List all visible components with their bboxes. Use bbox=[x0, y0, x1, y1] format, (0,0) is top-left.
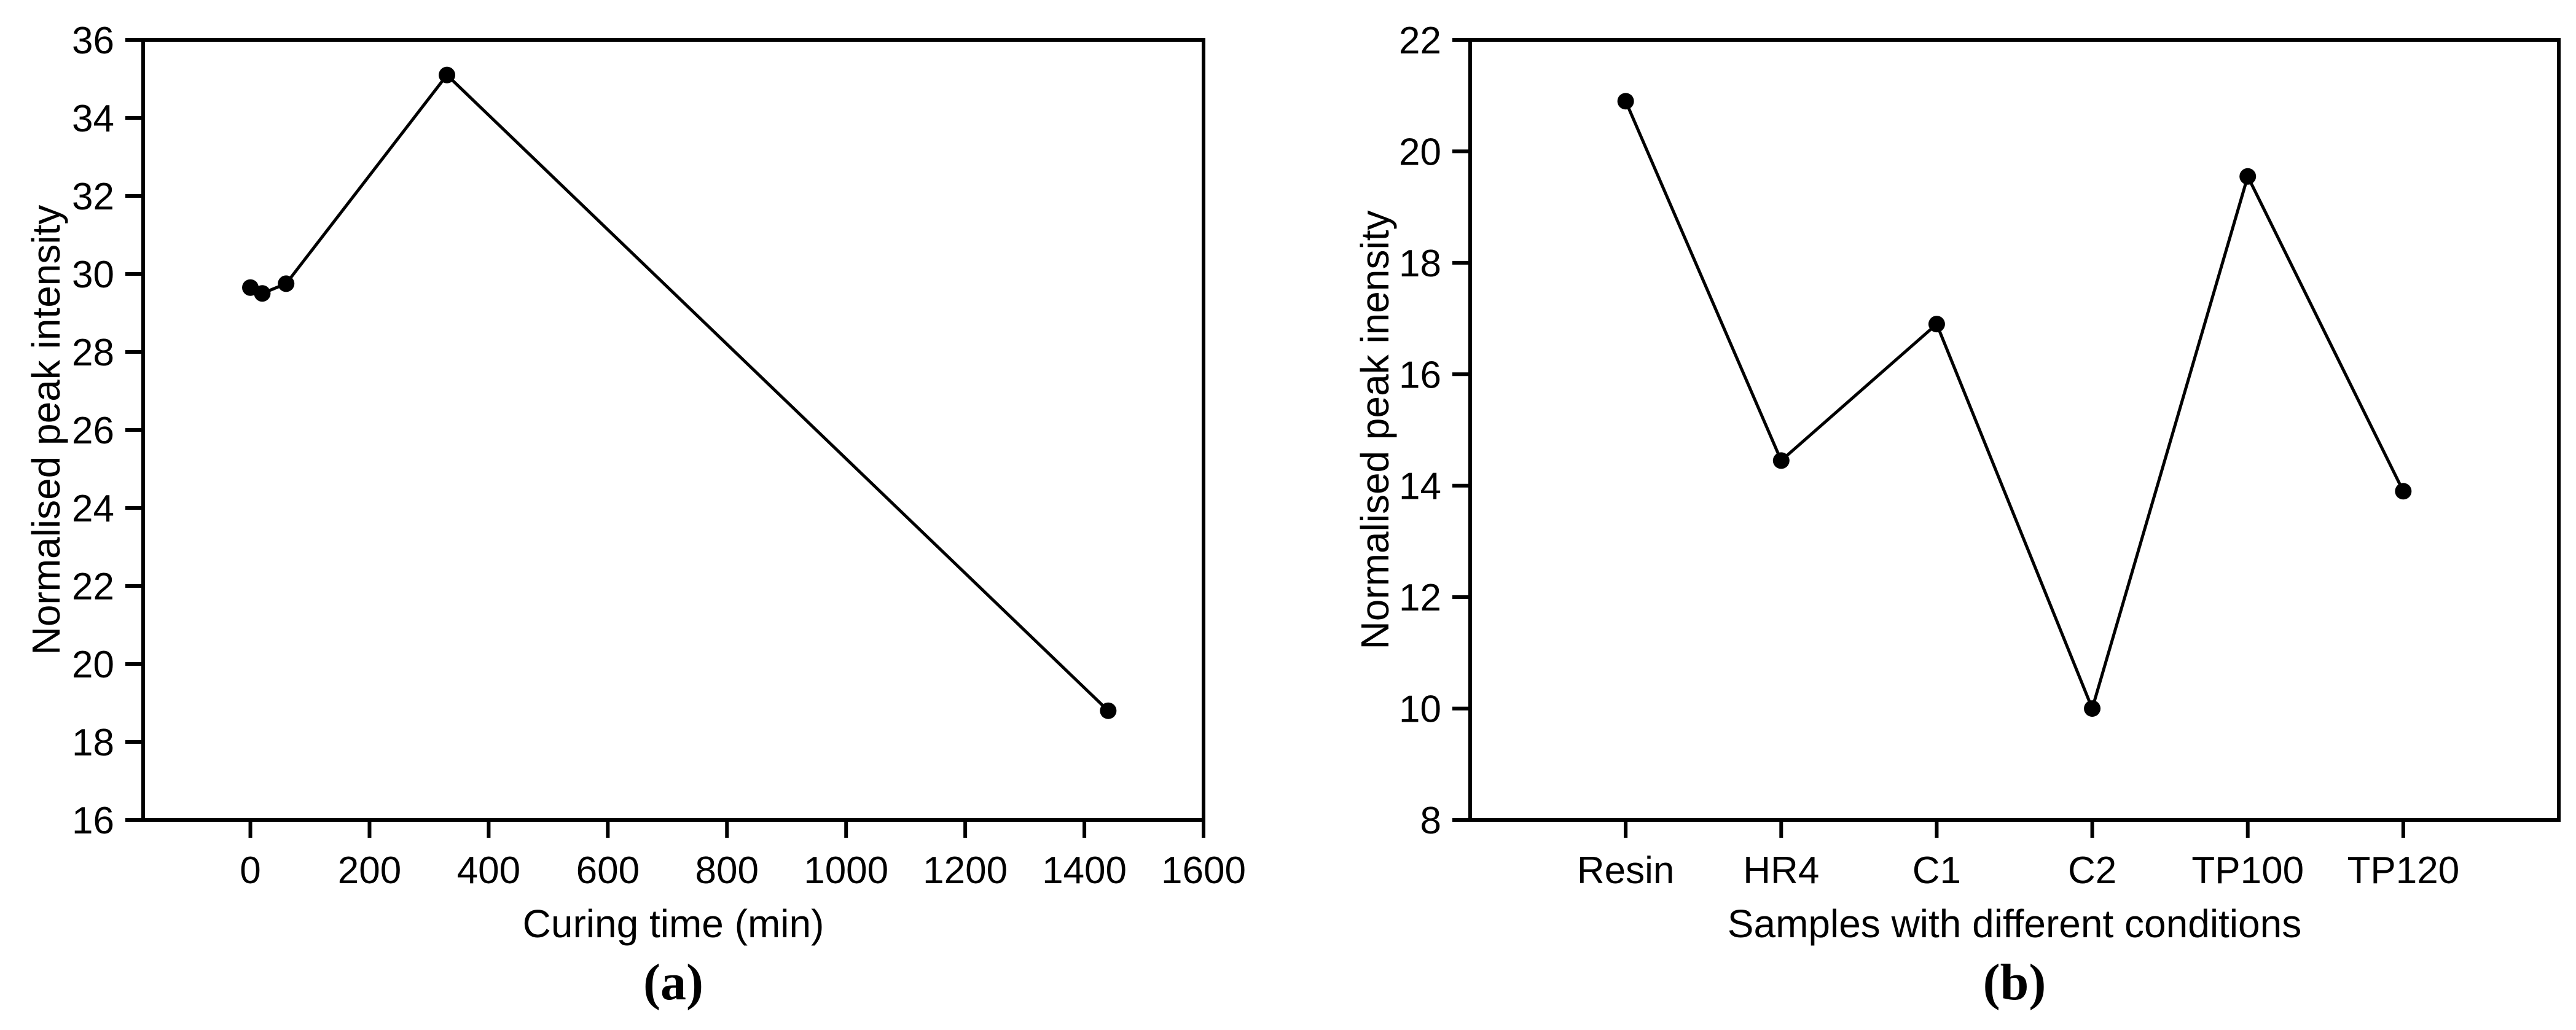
x-tick-label-a: 800 bbox=[695, 849, 759, 892]
panel-caption-b: (b) bbox=[1983, 954, 2046, 1011]
y-tick-label-a: 24 bbox=[72, 488, 114, 530]
x-tick-label-b: C1 bbox=[1912, 849, 1961, 892]
x-axis-label-b: Samples with different conditions bbox=[1727, 902, 2302, 946]
data-point-a bbox=[439, 66, 456, 84]
x-tick-label-a: 1600 bbox=[1161, 849, 1246, 892]
data-line-b bbox=[1624, 100, 2405, 714]
plot-frame-a bbox=[141, 38, 1205, 822]
y-tick-label-b: 10 bbox=[1399, 689, 1441, 731]
panel-caption-a: (a) bbox=[643, 954, 703, 1011]
y-tick-label-b: 8 bbox=[1420, 800, 1441, 842]
y-tick-label-a: 22 bbox=[72, 566, 114, 608]
y-tick-label-a: 18 bbox=[72, 722, 114, 764]
data-point-b bbox=[1928, 316, 1945, 333]
y-tick-label-b: 16 bbox=[1399, 354, 1441, 396]
data-point-b bbox=[2084, 700, 2101, 717]
y-tick-label-b: 18 bbox=[1399, 243, 1441, 285]
data-point-a bbox=[278, 275, 295, 292]
y-axis-label-a: Normalised peak intensity bbox=[24, 205, 68, 655]
data-point-b bbox=[2239, 168, 2257, 185]
y-tick-label-a: 34 bbox=[72, 98, 114, 140]
data-point-a bbox=[1100, 702, 1117, 719]
x-tick-label-a: 0 bbox=[240, 849, 260, 892]
x-tick-label-b: C2 bbox=[2068, 849, 2116, 892]
x-tick-label-a: 1000 bbox=[804, 849, 888, 892]
y-tick-label-a: 30 bbox=[72, 254, 114, 296]
y-tick-label-a: 36 bbox=[72, 20, 114, 62]
y-tick-label-b: 14 bbox=[1399, 466, 1441, 508]
data-point-a bbox=[254, 285, 271, 302]
y-tick-label-b: 20 bbox=[1399, 131, 1441, 173]
data-point-b bbox=[1617, 93, 1634, 110]
x-tick-label-a: 600 bbox=[576, 849, 640, 892]
x-tick-label-a: 1200 bbox=[923, 849, 1008, 892]
data-point-b bbox=[2395, 483, 2412, 500]
plot-frame-b bbox=[1468, 38, 2561, 822]
x-tick-label-b: TP120 bbox=[2347, 849, 2460, 892]
x-tick-label-b: HR4 bbox=[1743, 849, 1819, 892]
data-line-a bbox=[249, 72, 1110, 712]
y-axis-label-b: Normalised peak inensity bbox=[1353, 210, 1397, 650]
x-tick-label-a: 200 bbox=[338, 849, 401, 892]
y-tick-label-a: 32 bbox=[72, 176, 114, 218]
y-tick-label-a: 26 bbox=[72, 410, 114, 452]
y-tick-label-a: 20 bbox=[72, 644, 114, 686]
y-tick-label-a: 28 bbox=[72, 332, 114, 374]
y-tick-label-b: 12 bbox=[1399, 577, 1441, 619]
y-tick-label-b: 22 bbox=[1399, 20, 1441, 62]
x-tick-label-a: 400 bbox=[457, 849, 520, 892]
x-tick-label-b: Resin bbox=[1577, 849, 1675, 892]
y-tick-label-a: 16 bbox=[72, 800, 114, 842]
x-tick-label-b: TP100 bbox=[2191, 849, 2304, 892]
x-axis-label-a: Curing time (min) bbox=[522, 902, 824, 946]
data-point-b bbox=[1772, 452, 1790, 469]
x-tick-label-a: 1400 bbox=[1042, 849, 1127, 892]
